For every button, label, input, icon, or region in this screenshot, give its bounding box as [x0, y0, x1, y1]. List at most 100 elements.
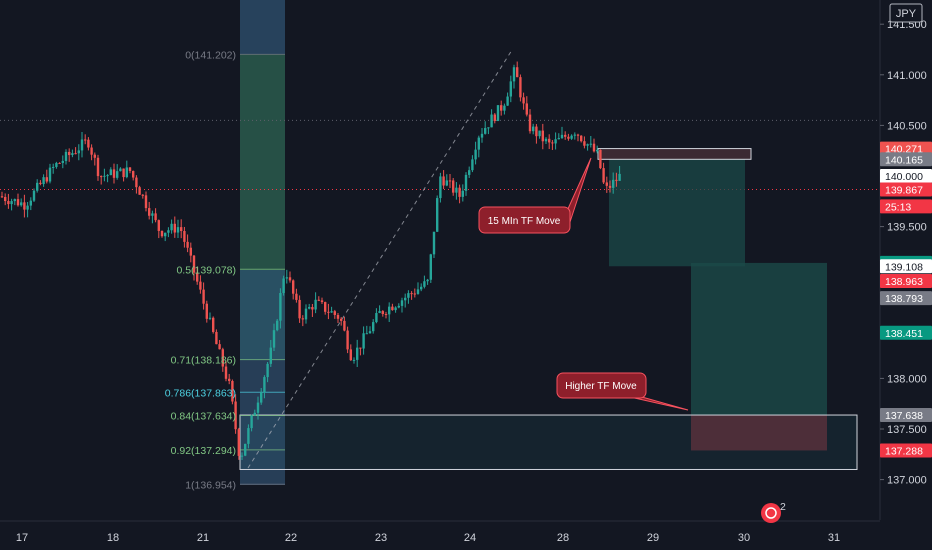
candle-body-48	[154, 213, 157, 221]
callout-text-higher-tf: Higher TF Move	[565, 381, 637, 392]
x-tick-label-9: 31	[828, 532, 840, 544]
callout-pointer-higher-tf	[629, 396, 689, 411]
candle-body-131	[420, 286, 423, 290]
candle-body-13	[42, 177, 45, 185]
candle-body-110	[352, 359, 356, 361]
callout-box-higher-tf	[556, 372, 647, 399]
events-badge-glyph	[765, 507, 777, 519]
candle-body-122	[391, 306, 394, 311]
candle-body-57	[183, 230, 186, 242]
candle-body-179	[573, 134, 576, 136]
candle-body-29	[93, 154, 96, 158]
candle-body-89	[285, 277, 288, 279]
candle-body-17	[55, 162, 58, 167]
candle-body-63	[202, 289, 205, 304]
candle-body-45	[144, 195, 148, 209]
price-tag-text-8: 138.793	[885, 293, 923, 305]
candle-body-152	[487, 127, 490, 129]
candle-body-6	[20, 202, 23, 206]
candle-body-108	[346, 330, 349, 350]
x-tick-label-4: 23	[375, 532, 387, 544]
candle-body-164	[525, 103, 528, 115]
price-tag-text-9: 138.451	[885, 328, 923, 340]
candle-body-26	[84, 139, 87, 141]
candle-body-59	[189, 247, 192, 256]
candle-body-28	[90, 147, 93, 155]
candle-body-183	[586, 144, 589, 146]
candle-body-95	[304, 308, 308, 320]
candle-body-125	[400, 300, 404, 306]
candle-body-102	[327, 311, 330, 313]
candle-body-153	[490, 114, 493, 128]
candle-body-158	[506, 96, 509, 106]
candle-body-180	[576, 134, 580, 136]
candle-body-30	[96, 157, 100, 177]
candle-body-184	[589, 143, 592, 145]
candle-body-24	[77, 150, 80, 154]
candle-body-165	[528, 114, 532, 132]
candle-body-67	[215, 331, 218, 345]
time-zone-band-lower	[240, 360, 285, 485]
candle-body-18	[58, 162, 61, 164]
candle-body-94	[301, 318, 304, 320]
y-tick-label-1: 141.000	[887, 70, 927, 82]
candle-body-90	[288, 277, 292, 281]
candle-body-19	[61, 160, 64, 163]
candle-body-36	[116, 171, 119, 178]
price-tag-bg-4	[880, 199, 932, 214]
candle-body-115	[368, 331, 372, 334]
candle-body-70	[224, 366, 228, 379]
x-tick-label-7: 29	[647, 532, 659, 544]
time-zone-band-top	[240, 0, 285, 54]
candle-body-103	[330, 311, 333, 313]
price-tag-bg-6	[880, 259, 932, 274]
candle-body-37	[119, 168, 122, 172]
candle-body-190	[608, 185, 612, 188]
candle-body-50	[160, 230, 164, 237]
fib-label-4: 0.84(137.634)	[171, 410, 236, 422]
y-tick-label-6: 137.500	[887, 424, 927, 436]
candle-body-0	[0, 196, 4, 198]
candle-body-107	[343, 320, 346, 331]
candle-body-1	[4, 197, 7, 202]
overlay-layer: 15 MIn TF Move Higher TF Move 0(141.202) 0.…	[165, 49, 689, 491]
price-tag-text-6: 139.108	[885, 261, 923, 273]
price-tag-text-4: 25:13	[885, 201, 911, 213]
candle-body-49	[157, 220, 160, 231]
candle-body-129	[413, 293, 416, 295]
candle-body-46	[148, 208, 151, 216]
candle-body-112	[359, 347, 362, 349]
candle-body-39	[125, 167, 128, 178]
candle-body-162	[519, 77, 522, 98]
candle-body-193	[618, 173, 621, 181]
candle-body-137	[439, 176, 442, 199]
candle-body-114	[365, 333, 368, 335]
candle-body-8	[26, 205, 29, 210]
candle-body-186	[596, 149, 599, 152]
candle-body-138	[442, 176, 445, 186]
candle-body-171	[548, 138, 551, 143]
candle-body-166	[532, 126, 535, 132]
candle-body-32	[103, 175, 106, 177]
candle-body-58	[186, 241, 189, 248]
candle-body-191	[612, 179, 615, 188]
trend-line	[247, 49, 513, 469]
candle-body-12	[39, 182, 42, 185]
higher-tf-target-zone	[691, 262, 827, 416]
fib-label-0: 0(141.202)	[185, 49, 236, 61]
candle-body-42	[135, 177, 138, 188]
events-badge-count: 2	[780, 501, 786, 513]
candle-body-79	[253, 412, 256, 416]
candle-body-75	[240, 455, 244, 457]
candle-body-25	[80, 139, 84, 151]
price-tag-text-1: 140.165	[885, 154, 923, 166]
price-tag-bg-9	[880, 325, 932, 340]
candle-body-98	[314, 299, 317, 310]
candle-body-55	[176, 227, 180, 233]
candle-body-178	[570, 135, 573, 139]
candle-body-16	[52, 166, 55, 168]
x-tick-label-1: 18	[107, 532, 119, 544]
